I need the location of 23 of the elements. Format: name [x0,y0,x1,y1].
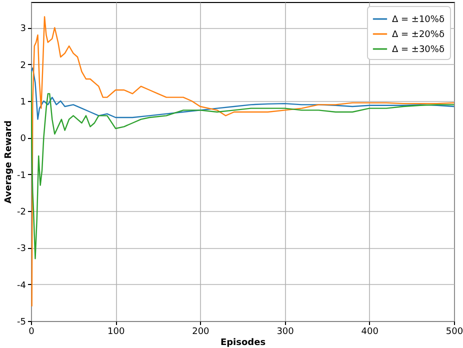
x-tick-label: 500 [446,327,463,337]
x-tick-label: 400 [361,327,379,337]
legend-label: Δ = ±10%δ [392,15,445,25]
y-tick-label: -2 [17,208,26,218]
x-tick-label: 300 [276,327,294,337]
y-tick-label: -5 [17,318,26,328]
legend-label: Δ = ±20%δ [392,30,445,40]
y-tick-label: 1 [20,98,26,108]
x-axis-title: Episodes [220,338,266,348]
y-tick-label: 0 [20,134,26,144]
y-tick-label: -1 [17,170,26,181]
y-tick-label: -4 [17,280,26,291]
line-series [31,67,454,120]
y-tick-label: -3 [17,244,26,254]
y-tick-label: 2 [20,60,26,71]
x-tick-label: 100 [108,327,125,337]
line-series [31,16,454,307]
y-axis-title: Average Reward [4,120,14,204]
y-tick-label: 3 [20,24,26,34]
x-tick-label: 0 [28,327,35,337]
x-tick-label: 200 [192,327,210,337]
line-series [31,71,454,260]
legend-label: Δ = ±30%δ [392,45,445,55]
